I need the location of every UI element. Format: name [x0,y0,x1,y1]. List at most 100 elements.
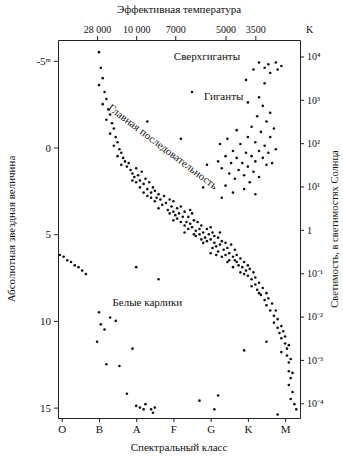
tick-label: 7000 [166,24,186,35]
tick: 10¹ [300,181,320,192]
star [219,143,222,146]
star [221,196,224,199]
star [222,249,225,252]
star [258,61,261,64]
star [258,292,261,295]
star [265,340,268,343]
star [70,261,73,264]
star [263,82,266,85]
tick-label: G [207,423,215,435]
star [239,271,242,274]
star [245,151,248,154]
star [139,186,142,189]
star [232,191,235,194]
star [250,285,253,288]
star [135,266,138,269]
star [152,411,155,414]
tick-mark [54,321,58,322]
star [181,216,184,219]
star [228,172,231,175]
star [261,157,264,160]
star [116,155,119,158]
star [133,176,136,179]
star [140,170,143,173]
star [206,164,209,167]
tick: F [171,418,177,435]
x-axis-title: Спектральный класс [131,441,228,453]
star [258,176,261,179]
star [258,150,261,153]
star [254,193,257,196]
tick: -5ᵐ [36,55,58,67]
star [263,66,266,69]
star [265,304,268,307]
star [191,226,194,229]
star [284,335,287,338]
star [241,266,244,269]
star [280,351,283,354]
star [224,254,227,257]
star [157,207,160,210]
star [170,205,173,208]
star [269,72,272,75]
star [126,165,129,168]
star [291,372,294,375]
star [127,162,130,165]
star [161,203,164,206]
tick-mark [173,418,174,422]
star [103,91,106,94]
star [154,200,157,203]
star [135,167,138,170]
star [226,261,229,264]
tick: K [244,418,252,435]
tick: 10⁴ [300,51,321,62]
tick-label: F [171,423,177,435]
star [124,160,127,163]
star [168,212,171,215]
star [150,196,153,199]
tick-label: 10 [40,315,52,327]
points [59,51,298,416]
star [261,287,264,290]
star [168,198,171,201]
star [221,255,224,258]
tick-label: 5 [46,228,52,240]
tick-mark [62,418,63,422]
star [250,278,253,281]
star [172,219,175,222]
star [291,391,294,394]
star [230,162,233,165]
star [154,406,157,409]
star [235,254,238,257]
tick: B [96,418,103,435]
star [280,337,283,340]
axis-line [58,41,59,419]
star [288,361,291,364]
star [273,314,276,317]
star [100,323,103,326]
star [103,328,106,331]
tick: 10⁻² [300,311,323,322]
tick-label: O [58,423,66,435]
star [207,233,210,236]
tick-mark [54,234,58,235]
tick: 10 000 [123,24,151,40]
star [183,231,186,234]
star [194,229,197,232]
tick: G [207,418,215,435]
axis: 28 00010 000700050003500 [59,24,301,41]
star [258,96,261,99]
star [187,228,190,231]
star [204,236,207,239]
star [178,212,181,215]
chart: OBAFGKM28 00010 000700050003500-5ᵐ051015… [0,0,343,456]
star [209,226,212,229]
tick: 10³ [300,95,320,106]
star [254,276,257,279]
star [206,228,209,231]
star [135,405,138,408]
star [96,340,99,343]
tick-label: 10³ [307,95,320,106]
star [232,255,235,258]
star [243,261,246,264]
